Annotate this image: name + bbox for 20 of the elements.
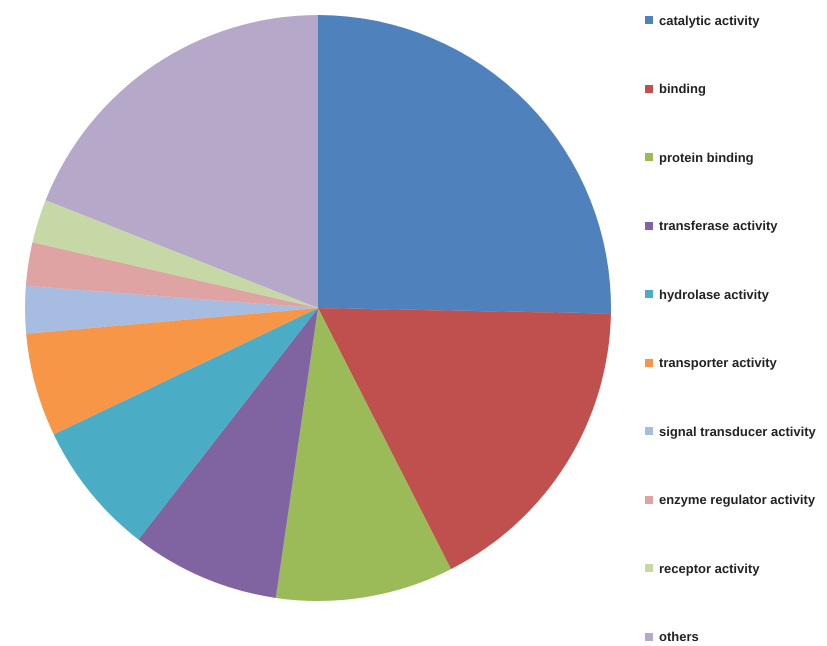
- legend-label: hydrolase activity: [659, 286, 769, 302]
- legend-label: enzyme regulator activity: [659, 492, 816, 508]
- pie-slice: [25, 286, 318, 334]
- pie-slice: [46, 15, 318, 308]
- pie-slice: [32, 200, 318, 308]
- legend-label: transporter activity: [659, 355, 777, 370]
- legend-label: transferase activity: [659, 218, 778, 234]
- legend-label: others: [659, 629, 699, 644]
- legend-label: binding: [659, 81, 706, 96]
- legend-label: signal transducer activity: [659, 424, 816, 439]
- legend-label: receptor activity: [659, 560, 760, 576]
- pie-slice: [318, 308, 611, 570]
- pie-slice: [138, 308, 318, 598]
- pie-slice: [26, 308, 318, 434]
- pie-slice: [54, 308, 318, 540]
- legend-label: catalytic activity: [659, 12, 760, 28]
- pie-slice: [26, 242, 318, 308]
- pie-slice: [318, 15, 611, 314]
- pie-slice: [276, 308, 452, 601]
- legend-label: protein binding: [659, 150, 754, 165]
